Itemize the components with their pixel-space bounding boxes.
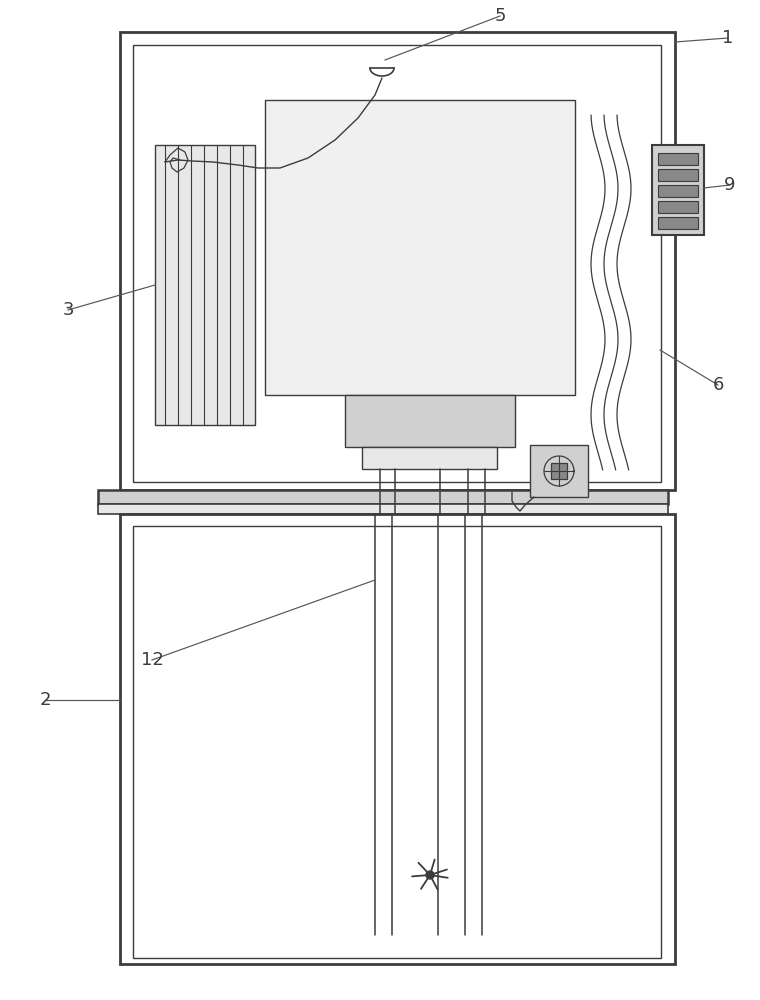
Bar xyxy=(530,445,588,497)
Bar xyxy=(345,395,515,447)
Bar xyxy=(120,32,675,490)
Text: 5: 5 xyxy=(494,7,505,25)
Bar xyxy=(652,145,704,235)
Bar xyxy=(98,504,668,514)
Bar xyxy=(658,169,698,181)
Text: 12: 12 xyxy=(141,651,163,669)
Bar xyxy=(658,153,698,165)
Bar xyxy=(98,490,668,504)
Bar xyxy=(155,145,255,425)
Text: 1: 1 xyxy=(722,29,733,47)
Bar xyxy=(120,514,675,964)
Bar xyxy=(362,447,497,469)
Text: 6: 6 xyxy=(712,376,724,394)
Text: 2: 2 xyxy=(40,691,51,709)
Bar xyxy=(658,185,698,197)
Bar xyxy=(133,45,661,482)
Text: 3: 3 xyxy=(62,301,74,319)
Bar xyxy=(265,100,575,395)
Bar xyxy=(133,526,661,958)
Circle shape xyxy=(426,871,434,879)
Bar xyxy=(551,463,567,479)
Text: 9: 9 xyxy=(724,176,736,194)
Bar xyxy=(658,201,698,213)
Bar xyxy=(658,217,698,229)
